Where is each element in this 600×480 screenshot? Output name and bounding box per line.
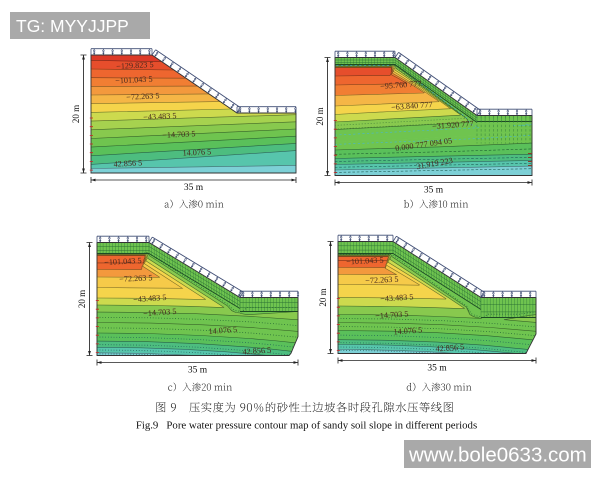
- svg-text:42.856 5: 42.856 5: [242, 346, 271, 357]
- svg-text:42.856 5: 42.856 5: [435, 343, 464, 354]
- svg-text:−101.043 5: −101.043 5: [115, 75, 153, 86]
- svg-text:−14.703 5: −14.703 5: [375, 309, 409, 320]
- svg-text:−72.263 5: −72.263 5: [365, 275, 399, 286]
- svg-text:−129.823 5: −129.823 5: [116, 60, 154, 71]
- svg-text:20 m: 20 m: [71, 105, 81, 123]
- svg-text:35 m: 35 m: [424, 186, 444, 196]
- svg-text:42.856 5: 42.856 5: [113, 158, 142, 168]
- svg-text:−72.263 5: −72.263 5: [126, 91, 160, 102]
- svg-text:−14.703 5: −14.703 5: [162, 129, 196, 140]
- svg-text:−101.043 5: −101.043 5: [346, 256, 384, 267]
- svg-text:14.076 5: 14.076 5: [182, 147, 211, 157]
- svg-text:Fig.9 Pore water pressure co: Fig.9 Pore water pressure contour map of…: [136, 419, 477, 431]
- svg-text:35 m: 35 m: [427, 364, 447, 374]
- svg-text:−43.483 5: −43.483 5: [143, 111, 177, 122]
- svg-text:−101.043 5: −101.043 5: [104, 256, 142, 267]
- svg-text:−63.840 777: −63.840 777: [391, 100, 433, 112]
- svg-text:35 m: 35 m: [184, 183, 204, 193]
- svg-text:−31.920 777: −31.920 777: [432, 119, 474, 131]
- svg-text:14.076 5: 14.076 5: [393, 326, 422, 337]
- svg-text:−72.263 5: −72.263 5: [119, 273, 153, 284]
- svg-text:−43.483 5: −43.483 5: [133, 293, 167, 304]
- svg-text:−14.703 5: −14.703 5: [143, 307, 177, 318]
- svg-text:−95.760 777: −95.760 777: [380, 79, 422, 91]
- svg-text:35 m: 35 m: [188, 366, 208, 376]
- svg-text:20 m: 20 m: [318, 288, 328, 306]
- svg-text:TG: MYYJJPP: TG: MYYJJPP: [16, 16, 129, 36]
- svg-text:20 m: 20 m: [315, 107, 325, 125]
- svg-text:−43.483 5: −43.483 5: [380, 292, 414, 303]
- svg-text:www.bole0633.com: www.bole0633.com: [408, 444, 587, 467]
- svg-text:20 m: 20 m: [77, 290, 87, 308]
- svg-text:14.076 5: 14.076 5: [208, 325, 237, 336]
